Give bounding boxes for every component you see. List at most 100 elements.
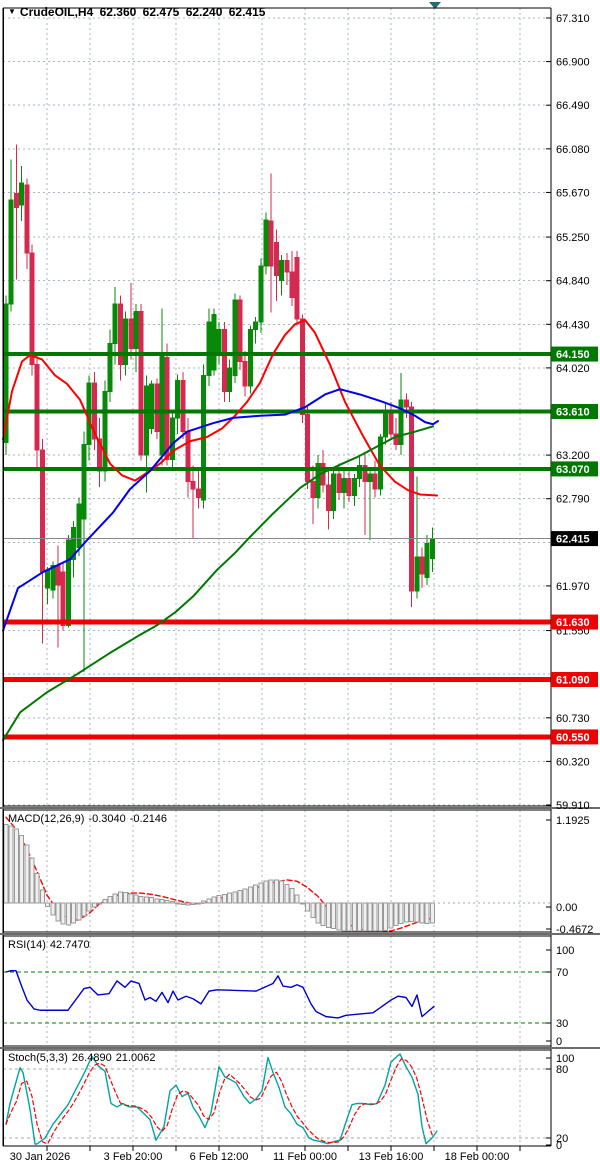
- svg-text:64.840: 64.840: [556, 276, 590, 288]
- candle: [81, 443, 87, 520]
- svg-text:66.900: 66.900: [556, 57, 590, 69]
- candle: [149, 383, 155, 430]
- candle: [253, 321, 259, 331]
- candle: [211, 314, 217, 371]
- price-badge-64.150: 64.150: [551, 346, 598, 362]
- price-axis[interactable]: 67.310 66.900 66.490 66.080 65.670 65.250 64.8…: [546, 13, 593, 1152]
- candle: [393, 433, 399, 445]
- candle: [294, 256, 300, 320]
- candle: [424, 542, 430, 578]
- candle: [154, 383, 160, 433]
- svg-text:67.310: 67.310: [556, 13, 590, 25]
- candle: [419, 556, 425, 575]
- candle: [258, 265, 264, 323]
- candle: [190, 481, 196, 490]
- svg-text:11 Feb 00:00: 11 Feb 00:00: [273, 1151, 337, 1163]
- candle: [65, 539, 71, 626]
- candle: [8, 199, 14, 305]
- svg-text:100: 100: [556, 945, 574, 957]
- candle: [86, 382, 92, 445]
- candle: [164, 356, 170, 460]
- candle: [346, 477, 352, 497]
- candle: [123, 318, 129, 366]
- candle: [284, 259, 290, 273]
- svg-text:3 Feb 20:00: 3 Feb 20:00: [104, 1151, 163, 1163]
- time-axis[interactable]: 30 Jan 2026 3 Feb 20:00 6 Feb 12:00 11 Feb …: [10, 1146, 521, 1163]
- ma-fast-red: [2, 319, 438, 497]
- candle: [362, 465, 368, 483]
- macd-histogram: [3, 823, 435, 932]
- candle: [263, 219, 269, 267]
- svg-text:13 Feb 16:00: 13 Feb 16:00: [359, 1151, 424, 1163]
- candle: [117, 303, 123, 366]
- svg-text:61.970: 61.970: [556, 581, 590, 593]
- candle: [216, 329, 222, 355]
- svg-text:61.090: 61.090: [556, 674, 590, 686]
- svg-text:62.415: 62.415: [556, 534, 590, 546]
- svg-text:30: 30: [556, 1018, 568, 1030]
- candle: [107, 342, 113, 392]
- candle: [3, 303, 9, 443]
- candle: [403, 399, 409, 408]
- price-badge-61.090: 61.090: [551, 671, 598, 687]
- candle: [273, 241, 279, 276]
- candle: [325, 484, 331, 511]
- svg-text:6 Feb 12:00: 6 Feb 12:00: [190, 1151, 249, 1163]
- candle: [247, 329, 253, 387]
- candle: [367, 473, 373, 483]
- svg-text:0.00: 0.00: [556, 902, 577, 914]
- candle: [76, 503, 82, 549]
- candle: [50, 565, 56, 591]
- svg-text:20: 20: [556, 1133, 568, 1145]
- candle: [128, 318, 134, 350]
- candle: [97, 438, 103, 472]
- candle: [13, 192, 19, 208]
- candle: [232, 299, 238, 376]
- svg-text:70: 70: [556, 967, 568, 979]
- candle: [383, 409, 389, 438]
- ma-slow-green: [2, 425, 434, 742]
- svg-text:65.250: 65.250: [556, 232, 590, 244]
- svg-text:66.080: 66.080: [556, 144, 590, 156]
- candle: [112, 303, 118, 344]
- candle: [175, 380, 181, 419]
- svg-text:65.670: 65.670: [556, 187, 590, 199]
- candle: [159, 353, 165, 456]
- price-badge-63.070: 63.070: [551, 461, 598, 477]
- candle: [133, 311, 139, 350]
- svg-text:0: 0: [556, 1140, 562, 1152]
- candle: [195, 488, 201, 499]
- svg-text:30 Jan 2026: 30 Jan 2026: [10, 1151, 71, 1163]
- candle: [409, 406, 415, 592]
- candle: [60, 571, 66, 626]
- candle: [357, 465, 363, 479]
- svg-text:63.070: 63.070: [556, 464, 590, 476]
- candle: [138, 311, 144, 456]
- candle: [351, 477, 357, 497]
- candle: [305, 414, 311, 483]
- candle: [227, 367, 233, 392]
- candle: [71, 526, 77, 560]
- chart-shift-marker-icon[interactable]: [429, 2, 441, 9]
- price-badge-63.610: 63.610: [551, 403, 598, 419]
- svg-text:1.1925: 1.1925: [556, 815, 590, 827]
- svg-text:60.730: 60.730: [556, 713, 590, 725]
- candle: [336, 473, 342, 493]
- candle: [221, 329, 227, 392]
- svg-text:64.150: 64.150: [556, 349, 590, 361]
- stochastic-panel: [3, 1053, 551, 1145]
- candle: [310, 481, 316, 499]
- candle: [237, 299, 243, 363]
- candlesticks: [3, 144, 435, 673]
- candle: [242, 361, 248, 387]
- svg-text:60.550: 60.550: [556, 732, 590, 744]
- candle: [169, 417, 175, 460]
- rsi-panel: [3, 970, 551, 1024]
- candle: [180, 380, 186, 433]
- svg-text:63.610: 63.610: [556, 406, 590, 418]
- candle: [45, 569, 51, 589]
- svg-text:60.320: 60.320: [556, 756, 590, 768]
